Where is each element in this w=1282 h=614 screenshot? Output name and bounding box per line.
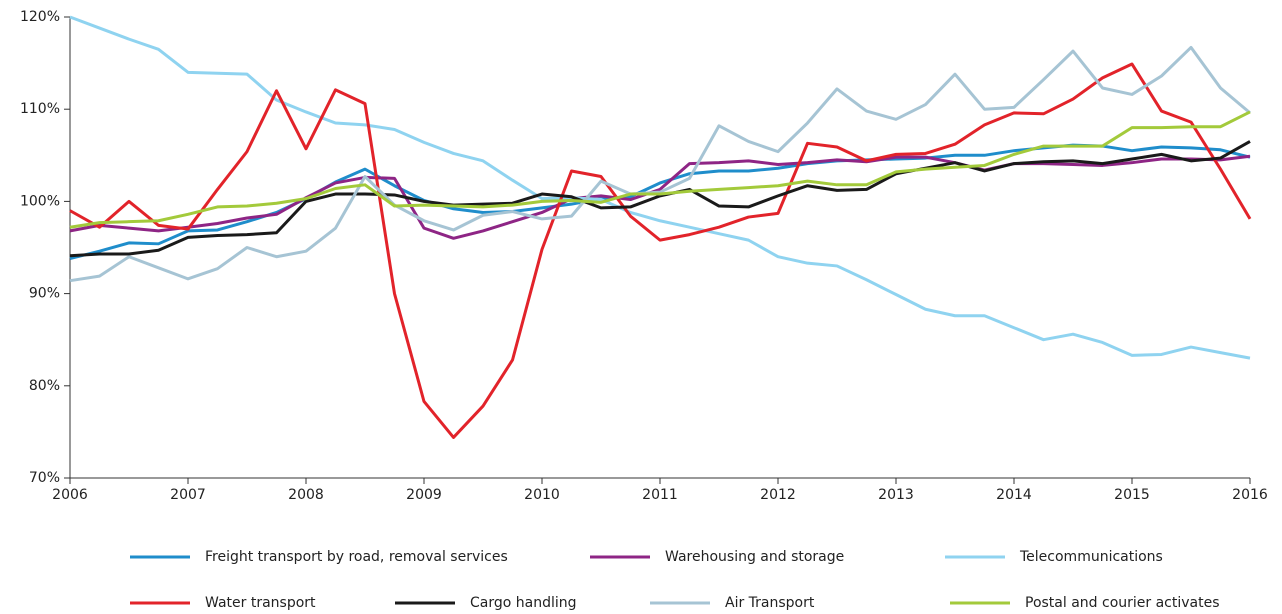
y-tick-label: 100% — [20, 193, 60, 209]
y-tick-label: 80% — [29, 378, 60, 394]
y-tick-label: 90% — [29, 286, 60, 302]
series-line — [69, 140, 1251, 258]
x-tick-label: 2008 — [288, 487, 324, 503]
legend-label: Air Transport — [725, 595, 815, 611]
x-tick-label: 2013 — [878, 487, 914, 503]
legend-label: Freight transport by road, removal servi… — [205, 549, 508, 565]
series-line — [69, 15, 1251, 360]
x-tick-label: 2015 — [1114, 487, 1150, 503]
legend-label: Water transport — [205, 595, 316, 611]
legend-label: Postal and courier activates — [1025, 595, 1220, 611]
legend-label: Telecommunications — [1019, 549, 1163, 565]
x-tick-label: 2009 — [406, 487, 442, 503]
x-tick-label: 2016 — [1232, 487, 1268, 503]
x-tick-label: 2006 — [52, 487, 88, 503]
x-tick-label: 2014 — [996, 487, 1032, 503]
series-line — [69, 45, 1251, 283]
legend-label: Warehousing and storage — [665, 549, 844, 565]
y-tick-label: 120% — [20, 9, 60, 25]
x-tick-label: 2011 — [642, 487, 678, 503]
y-tick-label: 70% — [29, 470, 60, 486]
x-tick-label: 2010 — [524, 487, 560, 503]
series-line — [69, 62, 1252, 439]
legend-label: Cargo handling — [470, 595, 577, 611]
x-tick-label: 2012 — [760, 487, 796, 503]
series-line — [69, 154, 1251, 240]
series-line — [69, 110, 1251, 229]
y-tick-label: 110% — [20, 101, 60, 117]
x-tick-label: 2007 — [170, 487, 206, 503]
